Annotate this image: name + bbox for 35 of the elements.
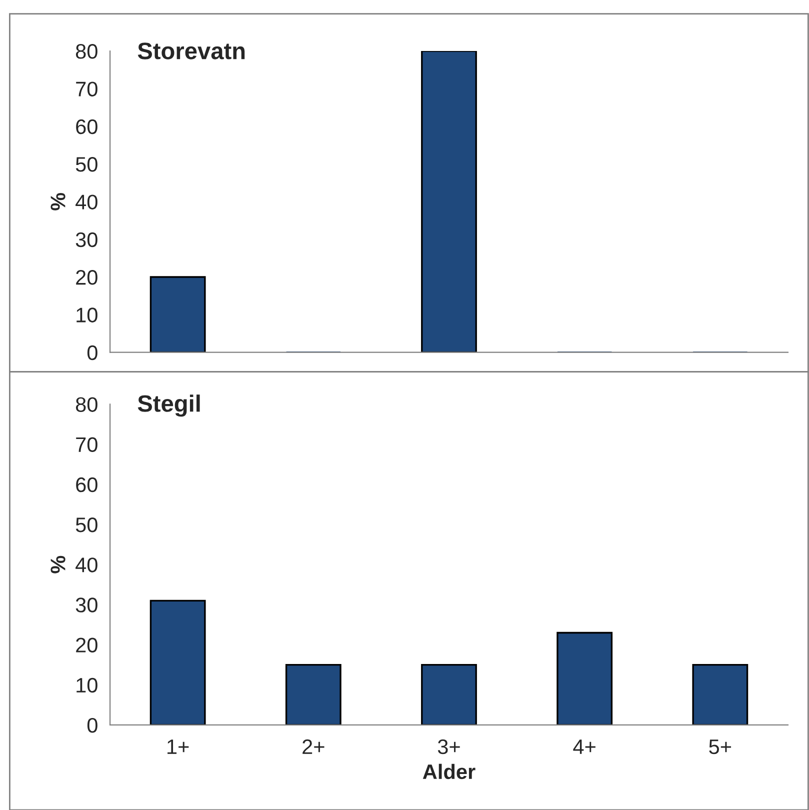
y-tick-label: 40 [76,194,98,210]
bar [421,664,477,725]
y-tick-label: 20 [76,270,98,285]
y-tick-label: 70 [76,82,98,96]
chart-title: Stegil [138,394,200,417]
chart-title: Storevatn [138,42,245,60]
y-tick-label: 40 [76,558,98,572]
bar [556,632,613,725]
y-tick-label: 0 [87,345,98,360]
x-tick-label: 1+ [168,740,189,754]
y-tick-label: 30 [76,598,98,612]
bar [285,664,342,725]
y-tick-label: 60 [76,477,98,492]
y-tick-label: 30 [76,232,98,248]
y-tick-label: 60 [76,119,98,134]
x-tick-label: 4+ [573,740,596,754]
y-tick-label: 80 [76,397,98,412]
y-tick-label: 50 [76,517,98,532]
bar [692,664,748,725]
bar [421,51,477,352]
y-tick-label: 80 [76,44,98,59]
x-tick-label: 3+ [438,739,460,754]
x-tick-label: 2+ [302,739,324,754]
x-tick-label: 5+ [709,740,732,754]
y-axis-title: % [50,556,66,574]
x-axis-title: Alder [422,764,476,780]
y-tick-label: 0 [87,718,98,733]
bar [150,276,206,352]
y-axis-title: % [50,192,66,210]
y-tick-label: 20 [76,638,98,653]
y-tick-label: 10 [76,678,98,693]
bar [150,600,206,725]
y-tick-label: 70 [76,437,98,452]
y-tick-label: 10 [76,308,98,322]
y-tick-label: 50 [76,157,98,172]
